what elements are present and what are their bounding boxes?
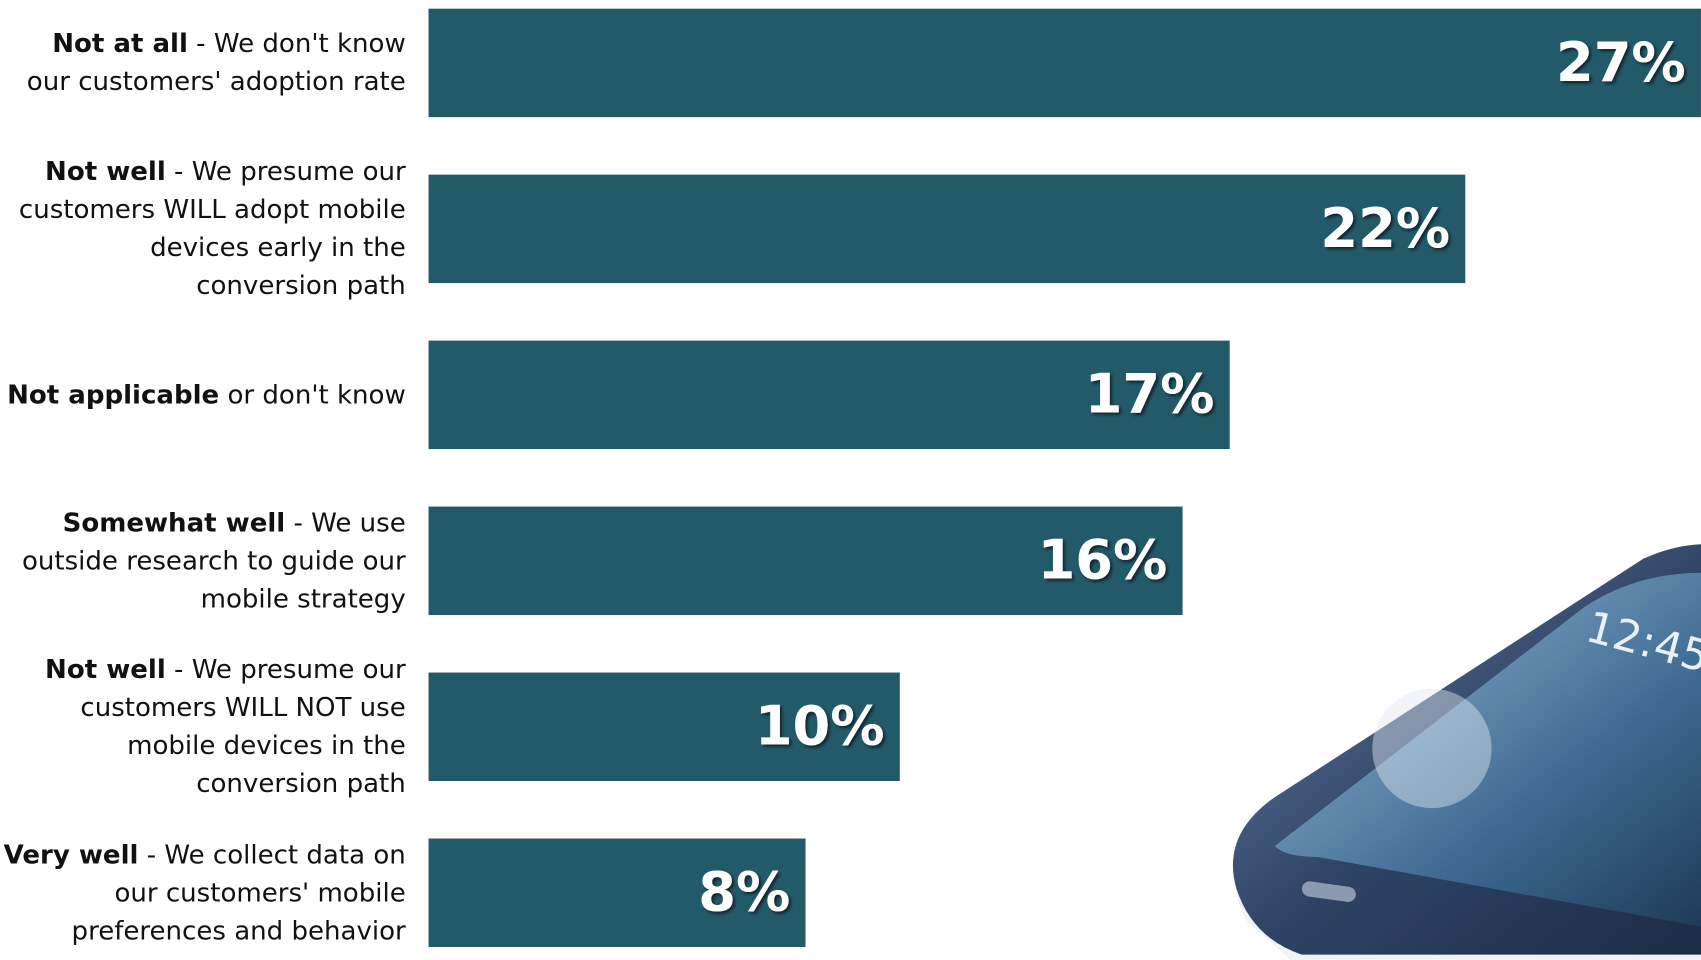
category-label: Somewhat well - We use outside research … — [2, 479, 406, 642]
category-strong: Very well — [3, 839, 139, 870]
category-text: Not well - We presume our customers WILL… — [2, 651, 406, 803]
category-label-box: Not at all - We don't know our customers… — [2, 0, 406, 144]
value-label: 17% — [1085, 363, 1215, 426]
category-label: Not at all - We don't know our customers… — [2, 0, 406, 144]
category-label: Very well - We collect data on our custo… — [2, 811, 406, 960]
category-rest: - We use outside research to guide our m… — [21, 507, 406, 614]
category-label-box: Not well - We presume our customers WILL… — [2, 645, 406, 808]
category-text: Not at all - We don't know our customers… — [2, 25, 406, 101]
category-text: Somewhat well - We use outside research … — [2, 504, 406, 618]
value-label: 27% — [1556, 31, 1686, 94]
bar — [428, 8, 1701, 118]
value-label: 16% — [1038, 529, 1168, 592]
bar — [428, 506, 1183, 616]
category-label-box: Somewhat well - We use outside research … — [2, 479, 406, 642]
value-label: 8% — [698, 861, 790, 924]
bar — [428, 174, 1466, 284]
bar — [428, 838, 806, 947]
category-rest: - We don't know our customers' adoption … — [26, 28, 406, 97]
category-rest: - We collect data on our customers' mobi… — [71, 839, 406, 946]
phone-image: 12:45 — [1233, 544, 1701, 960]
category-label: Not well - We presume our customers WILL… — [2, 148, 406, 311]
category-strong: Not at all — [52, 28, 188, 59]
category-strong: Not well — [45, 654, 166, 685]
category-rest: or don't know — [219, 379, 406, 410]
category-strong: Not well — [45, 156, 166, 187]
category-label: Not applicable or don't know — [2, 313, 406, 476]
category-label-box: Very well - We collect data on our custo… — [2, 811, 406, 960]
category-strong: Somewhat well — [62, 507, 286, 538]
category-rest: - We presume our customers WILL NOT use … — [80, 654, 406, 799]
bar — [428, 340, 1230, 450]
category-label-box: Not well - We presume our customers WILL… — [2, 148, 406, 311]
category-text: Not well - We presume our customers WILL… — [2, 153, 406, 305]
bar — [428, 672, 900, 782]
category-label-box: Not applicable or don't know — [2, 313, 406, 476]
category-text: Very well - We collect data on our custo… — [2, 836, 406, 950]
category-text: Not applicable or don't know — [2, 376, 406, 414]
value-label: 22% — [1320, 197, 1450, 260]
value-label: 10% — [755, 695, 885, 758]
category-rest: - We presume our customers WILL adopt mo… — [18, 156, 406, 301]
category-strong: Not applicable — [7, 379, 220, 410]
category-label: Not well - We presume our customers WILL… — [2, 645, 406, 808]
